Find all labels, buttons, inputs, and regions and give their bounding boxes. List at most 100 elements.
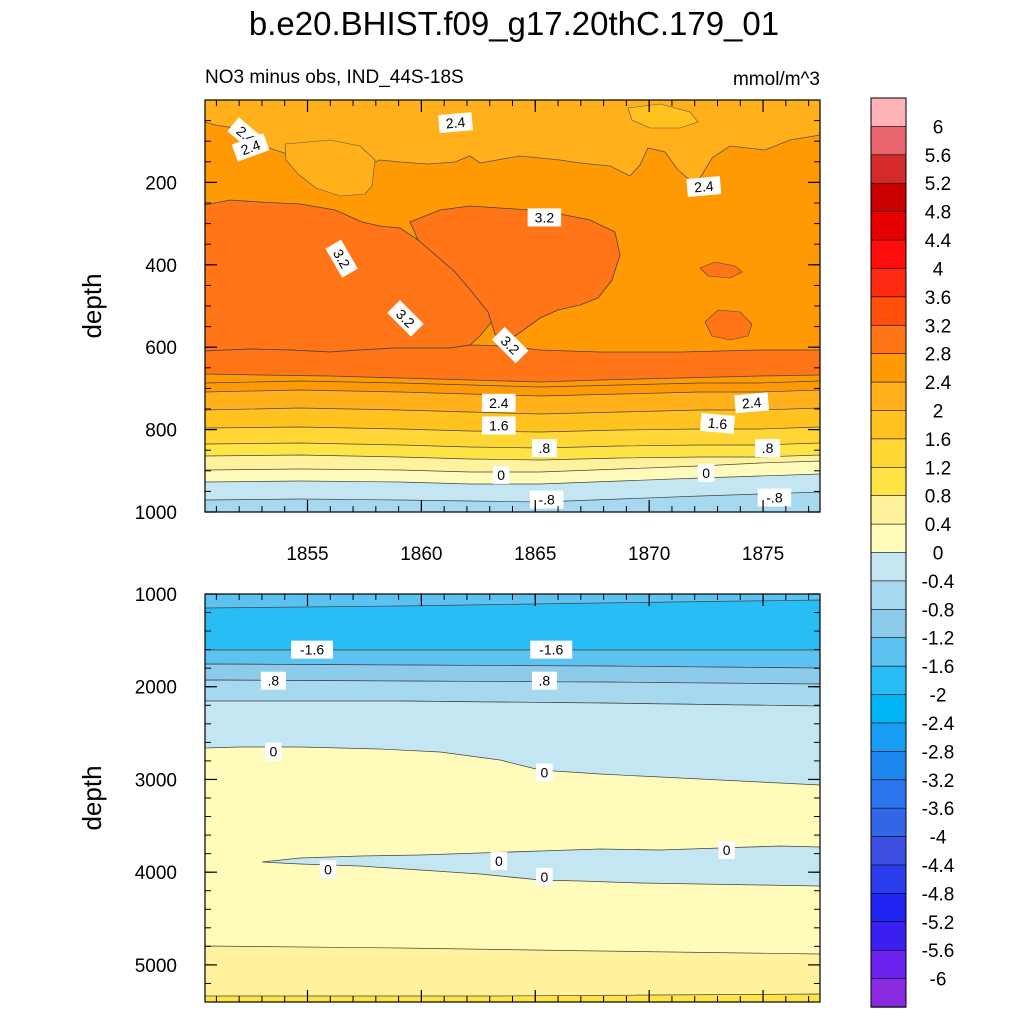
contour-label-box: [492, 326, 529, 364]
contour-label: 0: [536, 867, 553, 886]
colorbar-swatch: [870, 239, 907, 270]
contour-label-text: -1.6: [539, 642, 563, 658]
upper-panel: 2.4 2.42.42.43.23.23.23.22.4 2.41.6 1.6.8.8…: [77, 99, 821, 524]
contour-label: 3.2: [325, 239, 358, 278]
colorbar-swatch: [870, 268, 907, 298]
lower-contour-labels: -1.6 -1.6 .8 .8 0 0 0 0 0 0: [260, 640, 735, 886]
contour-label: 0: [492, 465, 510, 484]
shade-upper-center-core: [409, 205, 621, 343]
contour-label: .8: [531, 671, 557, 690]
colorbar-swatch: [870, 523, 907, 554]
colorbar-swatch: [870, 949, 907, 980]
colorbar-label: 3.6: [925, 288, 951, 309]
upper-contour-labels: 2.4 2.42.42.43.23.23.23.22.4 2.41.6 1.6.8.8…: [227, 112, 792, 509]
contour-label-box: [438, 112, 474, 134]
y-tick-label: 600: [145, 338, 177, 359]
lower-axis-ticks: 1000 2000 3000 4000 5000: [135, 585, 820, 1003]
colorbar-label: 5.2: [925, 174, 951, 195]
contour-label: 0: [718, 840, 735, 859]
contour-label-text: 1.6: [707, 415, 728, 433]
y-tick-label: 4000: [135, 863, 177, 884]
colorbar-label: 4.4: [925, 231, 952, 252]
contour-label-box: [319, 860, 337, 879]
colorbar-label: 5.6: [925, 146, 951, 167]
colorbar-label: -1.6: [922, 657, 955, 678]
colorbar-label: -5.6: [922, 941, 955, 962]
contour-label-text: 3.2: [535, 209, 555, 225]
colorbar-swatch: [870, 97, 907, 128]
colorbar-label: -2.4: [922, 714, 955, 735]
contour-label: 2.4: [231, 133, 270, 162]
contour-label-text: 2.4: [445, 114, 466, 132]
colorbar-swatch: [870, 807, 907, 838]
contour-label-text: 0: [269, 744, 277, 760]
x-tick-label: 1870: [628, 544, 670, 565]
contour-label-text: 0: [540, 869, 548, 885]
y-tick-label: 800: [145, 421, 177, 442]
colorbar-label: 0.4: [925, 515, 952, 536]
contour-label: 0: [265, 742, 282, 761]
colorbar-swatch: [870, 296, 907, 326]
colorbar-swatch: [870, 182, 907, 213]
colorbar-label: 4: [933, 259, 944, 280]
y-tick-label: 3000: [135, 770, 177, 791]
contour-label-box: [700, 412, 735, 434]
contour-label-text: .8: [762, 440, 774, 456]
contour-label: -1.6: [291, 640, 334, 659]
x-axis-tick-labels: 1855 1860 1865 1870 1875: [286, 544, 784, 565]
colorbar-swatch: [870, 211, 907, 241]
contour-label: 2.4: [734, 392, 770, 414]
y-tick-label: 400: [145, 256, 177, 277]
colorbar-label: 0.8: [925, 487, 951, 508]
contour-label-text: -1.6: [300, 642, 324, 658]
colorbar-label: -5.2: [922, 913, 955, 934]
colorbar-swatch: [870, 580, 907, 611]
contour-label-text: 2.4: [239, 136, 263, 158]
upper-y-axis-title: depth: [77, 273, 107, 338]
colorbar-swatch: [870, 864, 907, 895]
contour-label-text: 2.4: [489, 395, 509, 411]
contour-label-text: 0: [495, 853, 503, 869]
contour-label: -.8: [757, 488, 792, 507]
colorbar-swatch: [870, 438, 907, 468]
y-tick-label: 1000: [135, 503, 177, 524]
contour-label: 1.6: [482, 416, 516, 435]
colorbar-label: 1.6: [925, 430, 951, 451]
colorbar-swatch: [870, 893, 907, 923]
contour-label-box: [530, 640, 573, 659]
colorbar-label: -2.8: [922, 742, 955, 763]
chart-subtitle-units: mmol/m^3: [733, 69, 820, 90]
colorbar-label: -4: [930, 828, 947, 849]
contour-label-text: 1.6: [489, 417, 509, 433]
contour-label-text: 0: [702, 465, 710, 481]
colorbar-label: -4.4: [922, 856, 955, 877]
colorbar-frame: [870, 97, 907, 1008]
contour-label-text: 2.4: [741, 394, 762, 412]
contour-label-box: [260, 671, 286, 690]
x-tick-label: 1865: [514, 544, 556, 565]
colorbar-swatch: [870, 324, 907, 355]
colorbar-swatch: [870, 126, 907, 156]
contour-label-text: .8: [539, 673, 551, 689]
shade-upper-mid-band: [204, 344, 821, 383]
contour-label-box: [325, 239, 358, 278]
contour-label: -1.6: [530, 640, 573, 659]
colorbar-swatch: [870, 410, 907, 440]
contour-label-box: [755, 439, 781, 458]
y-tick-label: 2000: [135, 678, 177, 699]
colorbar-swatch: [870, 921, 907, 951]
colorbar-label: -3.6: [922, 799, 955, 820]
contour-label-box: [482, 393, 516, 412]
colorbar-swatch: [870, 836, 907, 866]
contour-label: 0: [697, 463, 715, 482]
colorbar-swatch: [870, 552, 907, 582]
contour-label-box: [387, 300, 424, 337]
colorbar-label: -3.2: [922, 771, 955, 792]
contour-label-text: 0: [324, 861, 332, 877]
contour-label: 3.2: [527, 208, 562, 227]
colorbar-label: 6: [933, 117, 944, 138]
contour-label: .8: [531, 439, 557, 458]
colorbar-label: 2.4: [925, 373, 952, 394]
contour-label-box: [527, 208, 562, 227]
contour-label: 0: [319, 860, 337, 879]
